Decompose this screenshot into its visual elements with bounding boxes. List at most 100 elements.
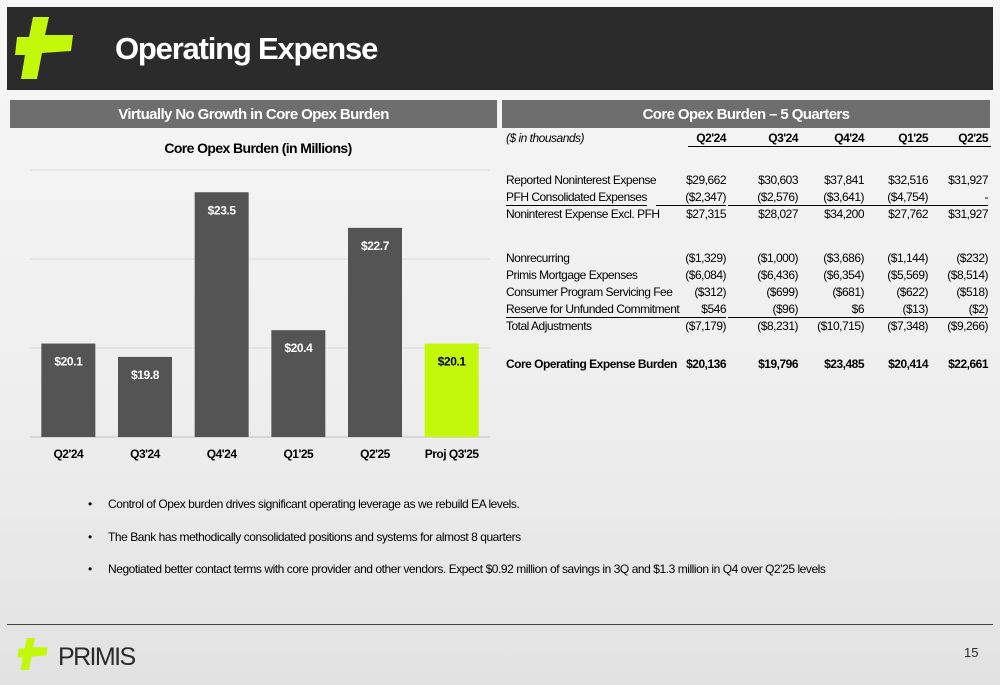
table-row: Noninterest Expense Excl. PFH $27,315 $28,…	[506, 207, 991, 223]
category-label: Q1'25	[283, 447, 314, 461]
cell-value: ($6,436)	[757, 268, 798, 282]
cell-value: ($9,266)	[947, 319, 988, 333]
cell-value: ($2,576)	[728, 190, 799, 206]
primis-footer-logo-icon	[17, 638, 48, 670]
header-bar: Operating Expense	[7, 7, 993, 90]
row-label: Nonrecurring	[506, 251, 570, 265]
cell-value: ($3,641)	[794, 190, 865, 206]
table-header-row: ($ in thousands) Q2'24 Q3'24 Q4'24 Q1'25…	[506, 131, 991, 147]
cell-value: ($7,179)	[685, 319, 726, 333]
header-underline	[688, 146, 991, 147]
cell-value: ($3,686)	[823, 251, 864, 265]
table-total-row: Core Operating Expense Burden $20,136 $19,…	[506, 357, 991, 373]
footer-divider	[7, 624, 993, 625]
bullet-text: Control of Opex burden drives significan…	[108, 497, 520, 511]
col-header: Q2'25	[958, 131, 988, 145]
row-label: PFH Consolidated Expenses	[506, 190, 647, 206]
bar-q2-25	[348, 227, 402, 437]
cell-value: ($6,084)	[685, 268, 726, 282]
left-panel-title: Virtually No Growth in Core Opex Burden	[10, 100, 497, 128]
cell-value: $546	[656, 302, 727, 318]
row-label: Consumer Program Servicing Fee	[506, 285, 673, 299]
page-number: 15	[964, 645, 979, 660]
cell-value: $6	[794, 302, 865, 318]
bar-value-label: $20.1	[438, 355, 467, 369]
cell-value: $27,315	[686, 207, 726, 221]
row-label: Total Adjustments	[506, 319, 592, 333]
cell-value: $20,414	[888, 357, 928, 371]
cell-value: $31,927	[948, 173, 988, 187]
cell-value: ($681)	[832, 285, 864, 299]
cell-value: ($7,348)	[887, 319, 928, 333]
bar-value-label: $22.7	[361, 239, 390, 253]
cell-value: ($312)	[694, 285, 726, 299]
cell-value: ($1,000)	[757, 251, 798, 265]
cell-value: ($2,347)	[656, 190, 727, 206]
cell-value: $32,516	[888, 173, 928, 187]
right-panel-title: Core Opex Burden – 5 Quarters	[502, 100, 990, 128]
cell-value: ($4,754)	[858, 190, 929, 206]
bar-value-label: $19.8	[131, 368, 160, 382]
col-header: Q3'24	[768, 131, 798, 145]
cell-value: ($2)	[918, 302, 989, 318]
category-label: Q4'24	[207, 447, 238, 461]
row-label: Noninterest Expense Excl. PFH	[506, 207, 660, 221]
table-row: PFH Consolidated Expenses ($2,347) ($2,576…	[506, 190, 991, 206]
table-row: Reserve for Unfunded Commitment $546 ($96)…	[506, 302, 991, 318]
category-label: Q2'24	[53, 447, 84, 461]
cell-value: ($8,231)	[757, 319, 798, 333]
table-unit-label: ($ in thousands)	[506, 131, 585, 145]
bar-q2-24	[41, 343, 96, 437]
category-label: Q2'25	[360, 447, 391, 461]
cell-value: ($699)	[766, 285, 798, 299]
cell-value: $22,661	[948, 357, 988, 371]
col-header: Q4'24	[834, 131, 864, 145]
cell-value: $29,662	[686, 173, 726, 187]
bullet-item: • The Bank has methodically consolidated …	[88, 530, 521, 544]
chart-title: Core Opex Burden (in Millions)	[164, 140, 351, 156]
page-title: Operating Expense	[115, 31, 378, 66]
cell-value: ($8,514)	[947, 268, 988, 282]
cell-value: ($232)	[956, 251, 988, 265]
col-header: Q2'24	[696, 131, 726, 145]
bar-value-label: $20.1	[54, 355, 83, 369]
bar-q4-24	[194, 192, 249, 437]
row-label: Core Operating Expense Burden	[506, 357, 677, 371]
category-label: Q3'24	[130, 447, 161, 461]
core-opex-bar-chart: Core Opex Burden (in Millions) $20.1 $19.…	[30, 140, 490, 461]
table-row: Primis Mortgage Expenses ($6,084) ($6,436)…	[506, 268, 991, 284]
bar-proj-q3-25	[424, 343, 479, 437]
bullet-text: The Bank has methodically consolidated p…	[108, 530, 521, 544]
table-row: Consumer Program Servicing Fee ($312) ($69…	[506, 285, 991, 301]
cell-value: ($10,715)	[817, 319, 864, 333]
cell-value: -	[918, 190, 989, 206]
row-label: Primis Mortgage Expenses	[506, 268, 638, 282]
cell-value: $37,841	[824, 173, 864, 187]
row-label: Reserve for Unfunded Commitment	[506, 302, 680, 318]
col-header: Q1'25	[898, 131, 928, 145]
table-row: Nonrecurring ($1,329) ($1,000) ($3,686) ($1,…	[506, 251, 991, 267]
bar-value-label: $23.5	[208, 203, 237, 217]
footer-company-name: PRIMIS	[58, 643, 136, 671]
cell-value: ($622)	[896, 285, 928, 299]
cell-value: ($6,354)	[823, 268, 864, 282]
cell-value: ($96)	[728, 302, 799, 318]
category-label: Proj Q3'25	[425, 447, 480, 461]
cell-value: $27,762	[888, 207, 928, 221]
cell-value: $19,796	[758, 357, 798, 371]
cell-value: ($518)	[956, 285, 988, 299]
cell-value: $31,927	[948, 207, 988, 221]
cell-value: $34,200	[824, 207, 864, 221]
bullet-item: • Control of Opex burden drives significa…	[88, 497, 520, 511]
primis-cross-logo-icon	[15, 17, 73, 79]
cell-value: $23,485	[824, 357, 864, 371]
bar-q3-24	[118, 356, 172, 437]
cell-value: $28,027	[758, 207, 798, 221]
bar-value-label: $20.4	[284, 341, 313, 355]
bullet-item: • Negotiated better contact terms with co…	[88, 562, 826, 576]
cell-value: $20,136	[686, 357, 726, 371]
table-row: Reported Noninterest Expense $29,662 $30,6…	[506, 173, 991, 189]
cell-value: ($13)	[858, 302, 929, 318]
bar-q1-25	[271, 330, 326, 437]
table-row: Total Adjustments ($7,179) ($8,231) ($10,71…	[506, 319, 991, 335]
